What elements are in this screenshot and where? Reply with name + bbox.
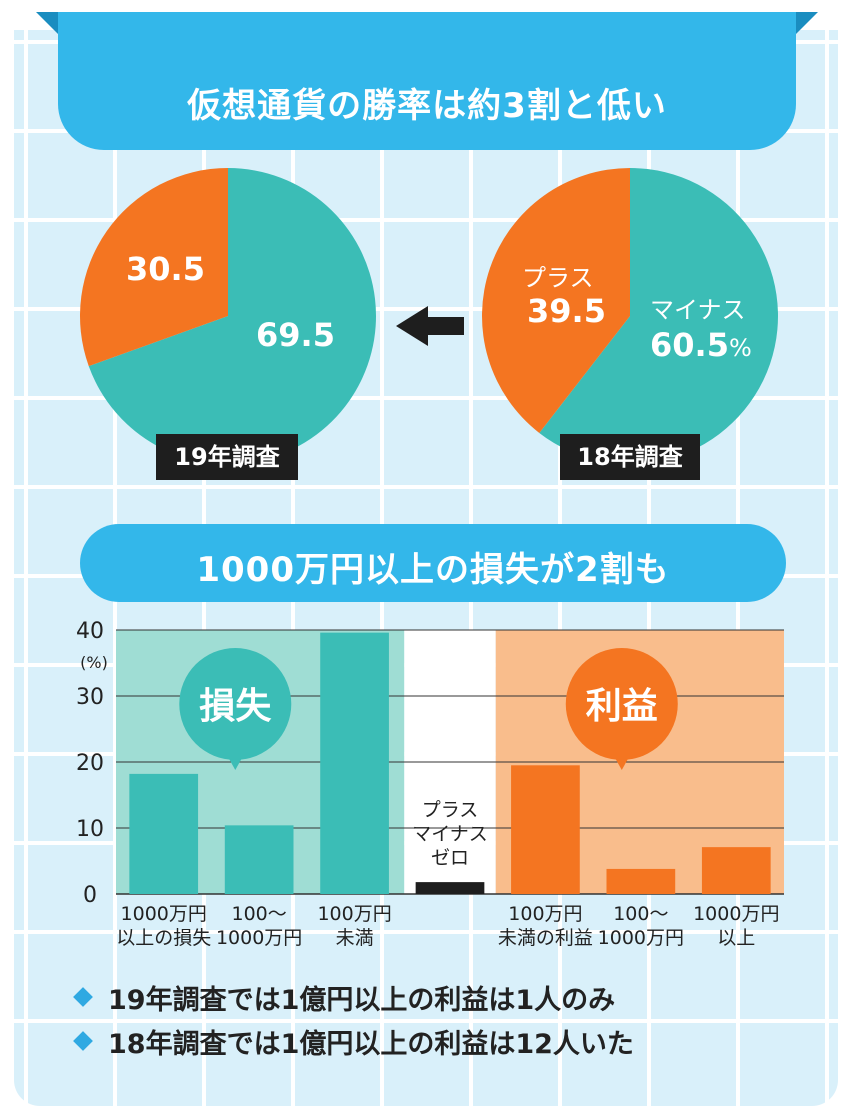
ribbon-fold-left: [36, 12, 58, 34]
category-label: 100万円: [508, 903, 582, 925]
bar: [511, 765, 580, 894]
category-label: 100～: [613, 903, 668, 925]
category-label: 1000万円: [598, 927, 684, 949]
y-tick-label: 10: [76, 817, 104, 842]
category-label: 1000万円: [121, 903, 207, 925]
category-label: ゼロ: [431, 847, 469, 869]
category-label: 100万円: [317, 903, 391, 925]
page-title: 仮想通貨の勝率は約3割と低い: [187, 86, 667, 126]
pie18-label: 18年調査: [560, 434, 700, 480]
note-text: 18年調査では1億円以上の利益は12人いた: [108, 1028, 634, 1060]
section-title: 1000万円以上の損失が2割も: [196, 550, 670, 590]
badge-pointer: [611, 752, 632, 770]
pie19-orange-value: 30.5: [126, 250, 205, 288]
header-band: [58, 12, 796, 150]
category-label: 未満の利益: [498, 927, 593, 949]
pie18-plus-value: 39.5: [527, 292, 606, 330]
category-label: 1000万円: [693, 903, 779, 925]
pie18-plus-name: プラス: [522, 264, 594, 292]
category-label: 以上の損失: [116, 927, 211, 949]
bar-chart: 010203040(%)1000万円以上の損失100～1000万円100万円未満…: [76, 620, 784, 949]
badge-label: 利益: [586, 686, 658, 727]
diamond-icon: [73, 1031, 93, 1051]
section-title-pill: [80, 524, 786, 602]
left-arrow-icon: [396, 306, 464, 346]
category-label: 以上: [717, 927, 755, 949]
category-label: 1000万円: [216, 927, 302, 949]
pie-19: [79, 168, 377, 465]
category-label: マイナス: [412, 823, 488, 845]
bar: [129, 773, 199, 894]
pie-slice: [539, 168, 778, 464]
badge-circle: [179, 648, 292, 760]
pie-charts: [79, 168, 778, 465]
diamond-icon: [73, 987, 93, 1007]
ribbon-fold-right: [796, 12, 818, 34]
bar: [415, 882, 485, 894]
y-unit-label: (%): [80, 653, 108, 672]
note-item: 19年調査では1億円以上の利益は1人のみ: [68, 975, 634, 1019]
bar: [701, 847, 771, 894]
notes-list: 19年調査では1億円以上の利益は1人のみ 18年調査では1億円以上の利益は12人…: [68, 975, 634, 1063]
y-tick-label: 0: [83, 883, 97, 908]
y-tick-label: 30: [76, 685, 104, 710]
pie18-minus-value-wrap: 60.5%: [650, 326, 752, 364]
bar: [224, 825, 294, 894]
group-badge: 損失: [179, 648, 292, 770]
badge-label: 損失: [199, 686, 272, 727]
pie19-label: 19年調査: [156, 434, 298, 480]
pie-slice: [79, 168, 228, 367]
pie-18: [482, 168, 778, 464]
category-label: 100～: [232, 903, 287, 925]
y-tick-label: 40: [76, 620, 104, 644]
category-label: 未満: [336, 927, 374, 949]
bar: [320, 632, 389, 894]
badge-pointer: [225, 752, 246, 770]
group-badge: 利益: [565, 648, 678, 770]
y-tick-label: 20: [76, 751, 104, 776]
category-label: プラス: [422, 799, 479, 821]
note-item: 18年調査では1億円以上の利益は12人いた: [68, 1019, 634, 1063]
pie18-minus-name: マイナス: [650, 296, 746, 324]
pie19-teal-value: 69.5: [256, 316, 335, 354]
bar: [606, 868, 676, 894]
pie-slice: [88, 168, 377, 465]
pie-slice: [482, 168, 630, 433]
pie18-minus-value: 60.5: [650, 326, 729, 364]
note-text: 19年調査では1億円以上の利益は1人のみ: [108, 984, 616, 1016]
pie18-unit: %: [728, 334, 752, 362]
badge-circle: [565, 648, 678, 760]
